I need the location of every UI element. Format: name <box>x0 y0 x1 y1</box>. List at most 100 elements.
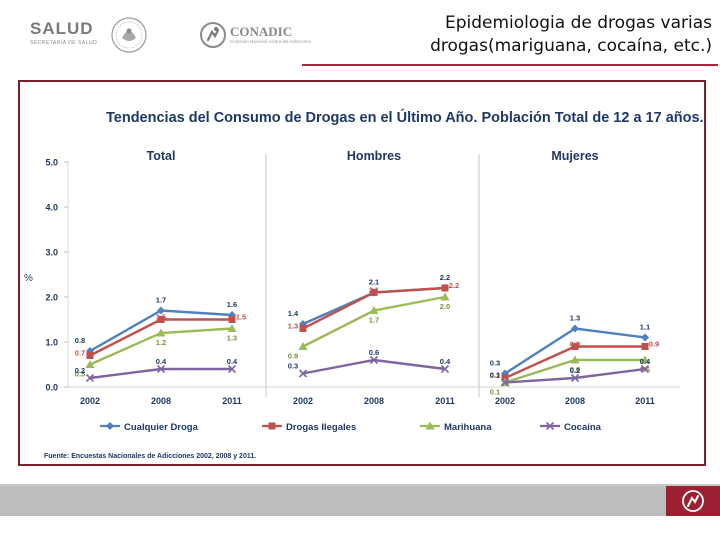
data-point <box>85 373 95 383</box>
data-label: 1.5 <box>156 313 166 322</box>
y-axis: 0.0 1.0 2.0 3.0 4.0 5.0 <box>45 158 69 393</box>
footer-bar <box>0 486 720 516</box>
panel-total: Total 2002 2008 2011 0.8 1.7 1.6 0.7 1.5 1.5 0.5 1.… <box>75 149 246 406</box>
data-point <box>440 292 450 301</box>
series-marihuana: 0.9 1.7 2.0 <box>288 292 450 361</box>
footer-logo <box>666 486 720 516</box>
data-label: 1.7 <box>156 296 166 305</box>
data-point <box>571 324 579 333</box>
panel-hombres: Hombres 2002 2008 2011 1.4 2.1 2.2 1.3 2.1 2.2 0.9… <box>288 149 459 406</box>
data-point <box>441 284 449 292</box>
data-point <box>641 333 649 342</box>
data-point <box>641 343 649 350</box>
data-point <box>85 360 95 368</box>
mexico-seal-icon <box>111 17 147 53</box>
legend-marker <box>268 422 276 430</box>
salud-logo-text: SALUD <box>30 19 94 38</box>
series-line <box>89 367 232 380</box>
data-label: 2.2 <box>440 273 450 282</box>
data-label: 1.1 <box>640 323 650 332</box>
data-point <box>500 378 510 387</box>
panel-title: Mujeres <box>551 149 598 163</box>
chart-legend: Cualquier Droga Drogas Ilegales Marihuana C… <box>100 421 602 433</box>
y-tick-label: 1.0 <box>45 338 58 348</box>
conadic-logo: CONADIC Comisión Nacional contra las Adi… <box>200 22 311 50</box>
legend-label: Cocaína <box>564 422 602 433</box>
data-point <box>571 343 579 350</box>
data-point <box>298 342 308 350</box>
data-point <box>157 306 165 315</box>
data-point <box>298 369 308 378</box>
salud-logo-subtitle: SECRETARÍA DE SALUD <box>30 40 98 46</box>
footer-accent <box>0 484 720 486</box>
y-tick-label: 5.0 <box>45 158 58 168</box>
data-point <box>299 325 307 332</box>
data-label: 0.4 <box>640 357 651 366</box>
data-point <box>228 316 236 323</box>
data-point <box>570 373 580 383</box>
y-tick-label: 0.0 <box>45 383 58 393</box>
chart-source-note: Fuente: Encuestas Nacionales de Adiccion… <box>44 453 256 460</box>
x-tick-label: 2011 <box>435 396 455 406</box>
y-tick-label: 4.0 <box>45 203 58 213</box>
data-point <box>369 306 379 314</box>
x-tick-label: 2002 <box>80 396 100 406</box>
x-tick-label: 2011 <box>222 396 242 406</box>
data-label: 0.6 <box>570 365 580 374</box>
data-label: 2.2 <box>449 281 459 290</box>
series-marihuana: 0.5 1.2 1.3 <box>75 324 237 379</box>
data-label: 1.7 <box>369 316 379 325</box>
data-point <box>440 364 450 374</box>
data-point <box>86 352 94 359</box>
slide-title: Epidemiologia de drogas varias drogas(ma… <box>430 13 712 56</box>
y-tick-label: 3.0 <box>45 248 58 258</box>
conadic-logo-subtitle: Comisión Nacional contra las Adicciones <box>230 39 312 44</box>
data-label: 0.9 <box>288 352 298 361</box>
data-label: 0.4 <box>156 357 167 366</box>
conadic-logo-text: CONADIC <box>230 24 293 39</box>
data-label: 0.1 <box>490 388 500 397</box>
data-label: 0.3 <box>288 362 298 371</box>
legend-label: Marihuana <box>444 422 492 433</box>
legend-marker <box>106 422 114 430</box>
data-label: 1.2 <box>156 338 166 347</box>
series-drogas-ilegales: 0.7 1.5 1.5 <box>75 313 246 359</box>
series-line <box>302 358 446 375</box>
data-label: 2.1 <box>369 286 379 295</box>
data-label: 2.1 <box>369 278 379 287</box>
x-tick-label: 2011 <box>635 396 655 406</box>
data-label: 1.3 <box>227 334 237 343</box>
panel-title: Total <box>147 149 176 163</box>
x-tick-label: 2002 <box>293 396 313 406</box>
data-point <box>156 328 166 337</box>
data-label: 0.9 <box>649 340 659 349</box>
data-point <box>640 364 650 374</box>
x-tick-label: 2008 <box>565 396 585 406</box>
data-label: 0.9 <box>570 340 580 349</box>
x-tick-label: 2002 <box>495 396 515 406</box>
series-cocaina: 0.2 0.4 0.4 <box>75 357 238 383</box>
data-point <box>227 364 237 374</box>
series-drogas-ilegales: 1.3 2.1 2.2 <box>288 281 459 332</box>
data-label: 0.7 <box>75 349 85 358</box>
panel-title: Hombres <box>347 149 401 163</box>
y-axis-label: % <box>24 273 33 284</box>
data-point <box>369 355 379 365</box>
x-tick-label: 2008 <box>151 396 171 406</box>
data-label: 0.1 <box>490 371 500 380</box>
data-label: 0.6 <box>369 348 379 357</box>
trend-chart: Tendencias del Consumo de Drogas en el Ú… <box>24 108 704 460</box>
data-label: 0.3 <box>490 359 500 368</box>
data-label: 0.5 <box>75 370 85 379</box>
panel-mujeres: Mujeres 2002 2008 2011 0.3 1.3 1.1 0.2 0.9 0.9 0.1… <box>490 149 659 406</box>
x-tick-label: 2008 <box>364 396 384 406</box>
data-point <box>156 364 166 374</box>
series-marihuana: 0.10.60.6 <box>490 355 650 397</box>
data-point <box>370 289 378 296</box>
conadic-emblem-icon <box>200 22 226 48</box>
data-label: 2.0 <box>440 302 450 311</box>
data-label: 1.3 <box>288 322 298 331</box>
legend-item: Marihuana <box>420 421 492 433</box>
legend-item: Drogas Ilegales <box>262 422 356 433</box>
legend-label: Drogas Ilegales <box>286 422 356 433</box>
